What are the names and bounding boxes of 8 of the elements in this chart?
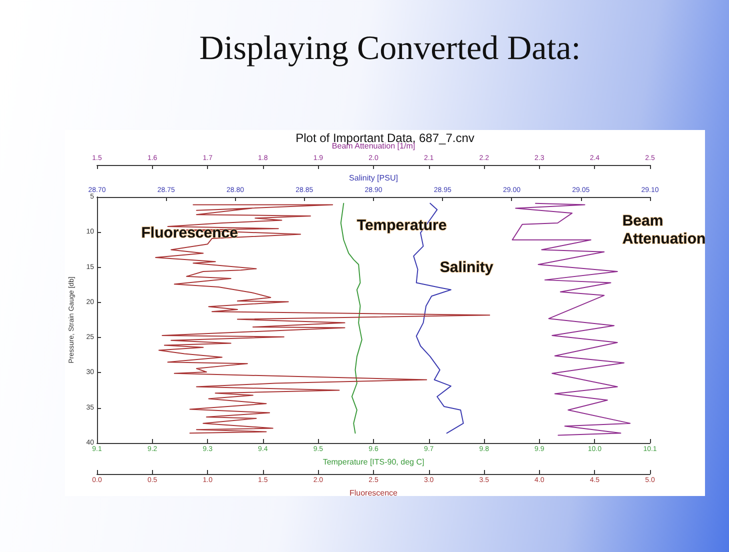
series-label: Fluorescence: [141, 224, 238, 242]
series-label: Beam Attenuation: [622, 212, 706, 248]
x-axis-title: Fluorescence: [349, 488, 398, 498]
x2-axis-title: Salinity [PSU]: [349, 174, 398, 183]
x2-axis-title: Beam Attenuation [1/m]: [332, 142, 416, 151]
x-axis-title: Temperature [ITS-90, deg C]: [322, 457, 424, 466]
chart-title: Displaying Converted Data:: [198, 29, 582, 69]
series-label: Salinity: [440, 259, 494, 276]
